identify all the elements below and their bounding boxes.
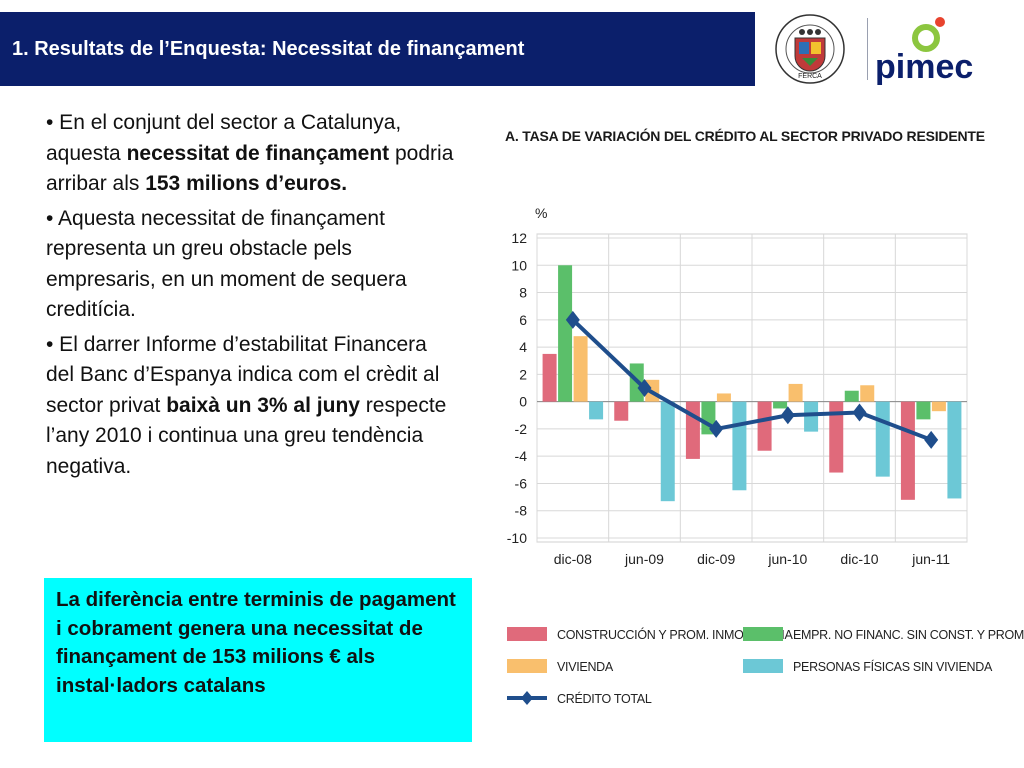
chart-panel: 12 10 8 6 4 2 0 -2 -4 -6 -8 -10% dic-08 jun-09 dic-09 j…	[495, 112, 1024, 712]
bullet-text-run: podria arribar als	[46, 141, 454, 196]
y-tick-label: 8	[519, 285, 527, 301]
bar	[860, 385, 875, 402]
y-tick-label: -10	[507, 530, 527, 546]
svg-text:FERCA: FERCA	[798, 73, 822, 80]
ferca-seal-logo: FERCA	[775, 14, 845, 84]
bullet-text-run: necessitat de finançament	[126, 141, 390, 165]
bullet-item: • Aquesta necessitat de finançament repr…	[46, 204, 456, 326]
y-tick-label: 6	[519, 312, 527, 328]
bullet-text-run: • El darrer Informe d’estabilitat Financ…	[46, 332, 440, 417]
line-series	[571, 318, 932, 442]
bar	[558, 265, 573, 402]
bar	[757, 401, 772, 451]
logo-area: FERCA pimec	[755, 12, 1024, 86]
bullet-text-run: baixà un 3% al juny	[166, 393, 360, 417]
bar	[804, 401, 819, 432]
y-tick-label: 10	[511, 257, 527, 273]
x-tick-label: dic-08	[554, 551, 592, 567]
bar	[844, 390, 859, 402]
y-tick-label: -8	[515, 503, 528, 519]
legend-swatch	[507, 659, 547, 673]
bullet-text-run: 153 milions d’euros.	[145, 172, 348, 195]
bullet-text-run: • Aquesta necessitat de finançament repr…	[46, 206, 407, 322]
bar	[773, 401, 788, 409]
bar	[900, 401, 915, 500]
line-point	[924, 430, 939, 449]
legend-label: VIVIENDA	[557, 660, 614, 674]
bar	[875, 401, 890, 477]
x-tick-label: dic-10	[840, 551, 878, 567]
y-axis-label: %	[535, 205, 547, 221]
line-point	[852, 403, 867, 422]
legend-label: CRÉDITO TOTAL	[557, 691, 652, 706]
bar	[829, 401, 844, 473]
legend-swatch	[743, 627, 783, 641]
legend-label: EMPR. NO FINANC. SIN CONST. Y PROM.	[793, 628, 1024, 642]
y-tick-label: -6	[515, 475, 528, 491]
x-tick-label: jun-10	[767, 551, 807, 567]
y-tick-label: 12	[511, 230, 527, 246]
bar	[685, 401, 700, 459]
bar	[589, 401, 604, 420]
line-point	[709, 419, 724, 438]
bar	[931, 401, 946, 412]
legend-swatch	[743, 659, 783, 673]
y-tick-label: 0	[519, 394, 527, 410]
x-tick-label: jun-09	[624, 551, 664, 567]
logo-divider	[867, 18, 868, 80]
callout-box: La diferència entre terminis de pagament…	[44, 578, 472, 742]
y-tick-label: 4	[519, 339, 527, 355]
bar	[732, 401, 747, 491]
bar	[916, 401, 931, 420]
bullet-item: • En el conjunt del sector a Catalunya, …	[46, 108, 456, 200]
line-point	[637, 379, 652, 397]
y-tick-label: -2	[515, 421, 528, 437]
svg-text:pimec: pimec	[875, 48, 973, 86]
x-tick-label: jun-11	[911, 551, 950, 567]
line-point	[565, 310, 580, 329]
bar	[614, 401, 629, 421]
bar	[716, 393, 731, 402]
y-tick-label: -4	[515, 448, 528, 464]
credit-chart: 12 10 8 6 4 2 0 -2 -4 -6 -8 -10% dic-08 jun-09 dic-09 j…	[507, 205, 1024, 706]
legend-label: PERSONAS FÍSICAS SIN VIVIENDA	[793, 659, 993, 674]
chart-title: A. TASA DE VARIACIÓN DEL CRÉDITO AL SECT…	[505, 128, 985, 144]
page-title: 1. Resultats de l’Enquesta: Necessitat d…	[12, 38, 525, 60]
bar	[660, 401, 675, 502]
pimec-logo: pimec	[875, 17, 973, 86]
bar	[573, 336, 588, 402]
bar	[542, 353, 557, 402]
bullet-list: • En el conjunt del sector a Catalunya, …	[46, 108, 456, 486]
line-point	[780, 406, 795, 425]
header-bar: 1. Resultats de l’Enquesta: Necessitat d…	[0, 12, 755, 86]
bar	[947, 401, 962, 499]
bullet-item: • El darrer Informe d’estabilitat Financ…	[46, 330, 456, 483]
bullet-text-run: • En el conjunt del sector a Catalunya, …	[46, 111, 402, 165]
y-tick-label: 2	[519, 366, 527, 382]
bar	[788, 383, 803, 402]
legend-swatch	[507, 627, 547, 641]
legend-label: CONSTRUCCIÓN Y PROM. INMOBILIARIA	[557, 627, 793, 642]
bullet-text-run: respecte l’any 2010 i continua una greu …	[46, 393, 447, 478]
legend-line-marker	[521, 691, 533, 705]
x-tick-label: dic-09	[697, 551, 735, 567]
callout-text: La diferència entre terminis de pagament…	[56, 588, 456, 697]
